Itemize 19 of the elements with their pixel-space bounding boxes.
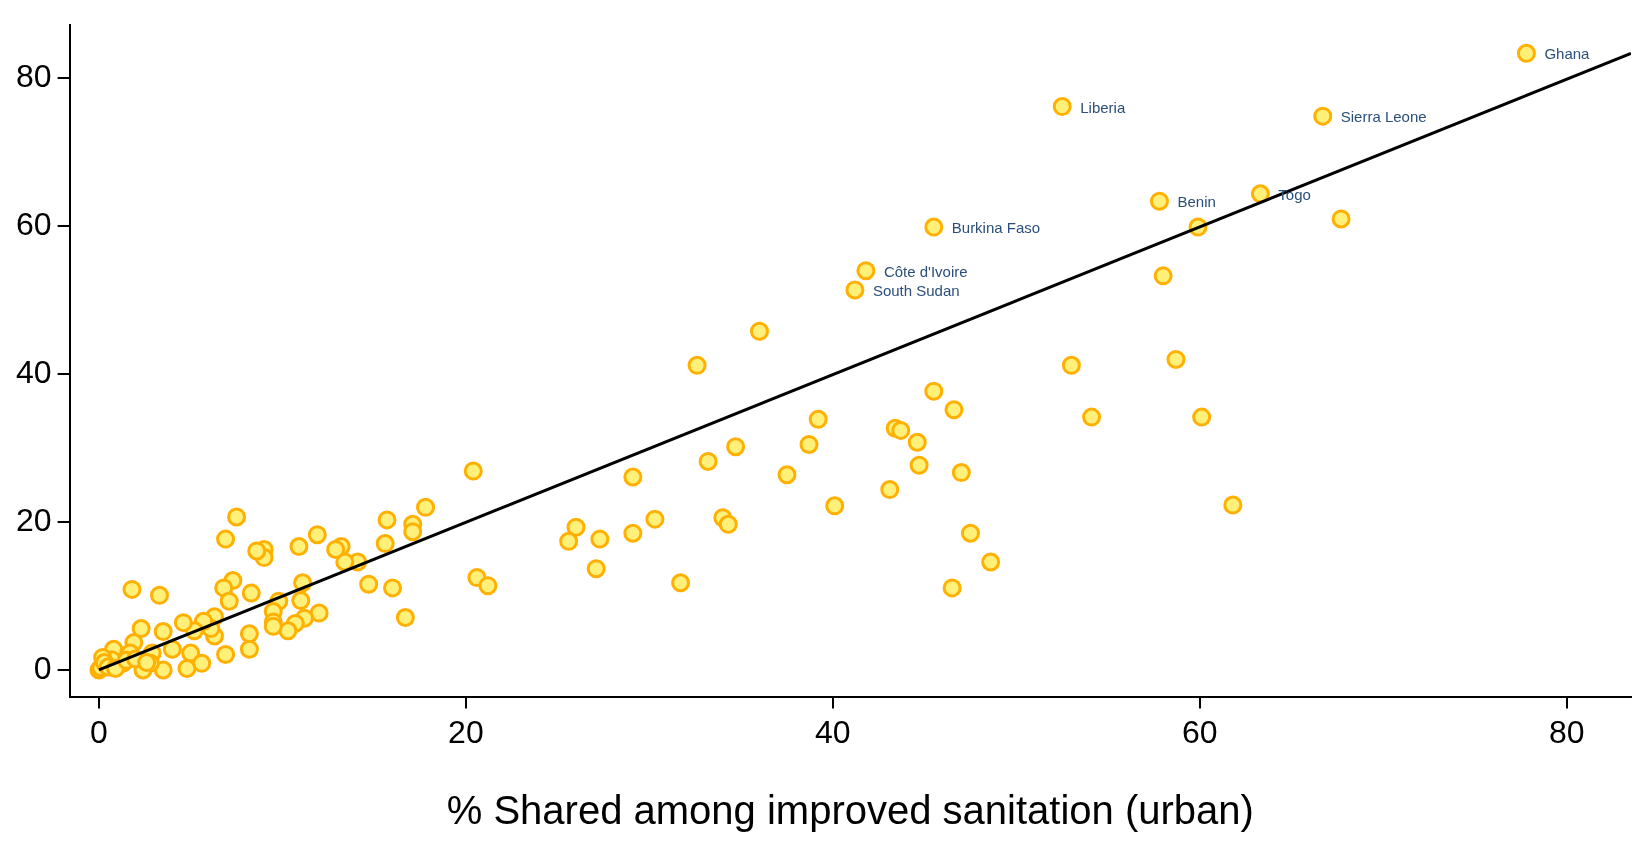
annotation: Burkina Faso: [951, 219, 1041, 237]
x-tick-label: 60: [1182, 713, 1218, 750]
y-tick-label: 20: [16, 501, 52, 538]
annotation: Côte d'Ivoire: [883, 262, 968, 280]
x-axis-title: % Shared among improved sanitation (urban): [446, 788, 1254, 833]
y-tick-label: 40: [16, 354, 52, 391]
y-tick-label: 60: [16, 206, 52, 243]
annotation: South Sudan: [872, 282, 960, 300]
annotation: Benin: [1177, 193, 1216, 211]
x-tick-label: 20: [448, 713, 484, 750]
y-tick-label: 0: [33, 649, 52, 686]
y-tick-label: 80: [16, 58, 52, 95]
x-tick-label: 80: [1548, 713, 1585, 750]
annotation: Sierra Leone: [1340, 108, 1427, 126]
annotation: Togo: [1278, 185, 1311, 203]
x-tick-label: 0: [90, 713, 108, 750]
annotation: Ghana: [1544, 45, 1591, 63]
x-tick-label: 40: [815, 713, 851, 750]
annotation: Liberia: [1080, 98, 1126, 116]
